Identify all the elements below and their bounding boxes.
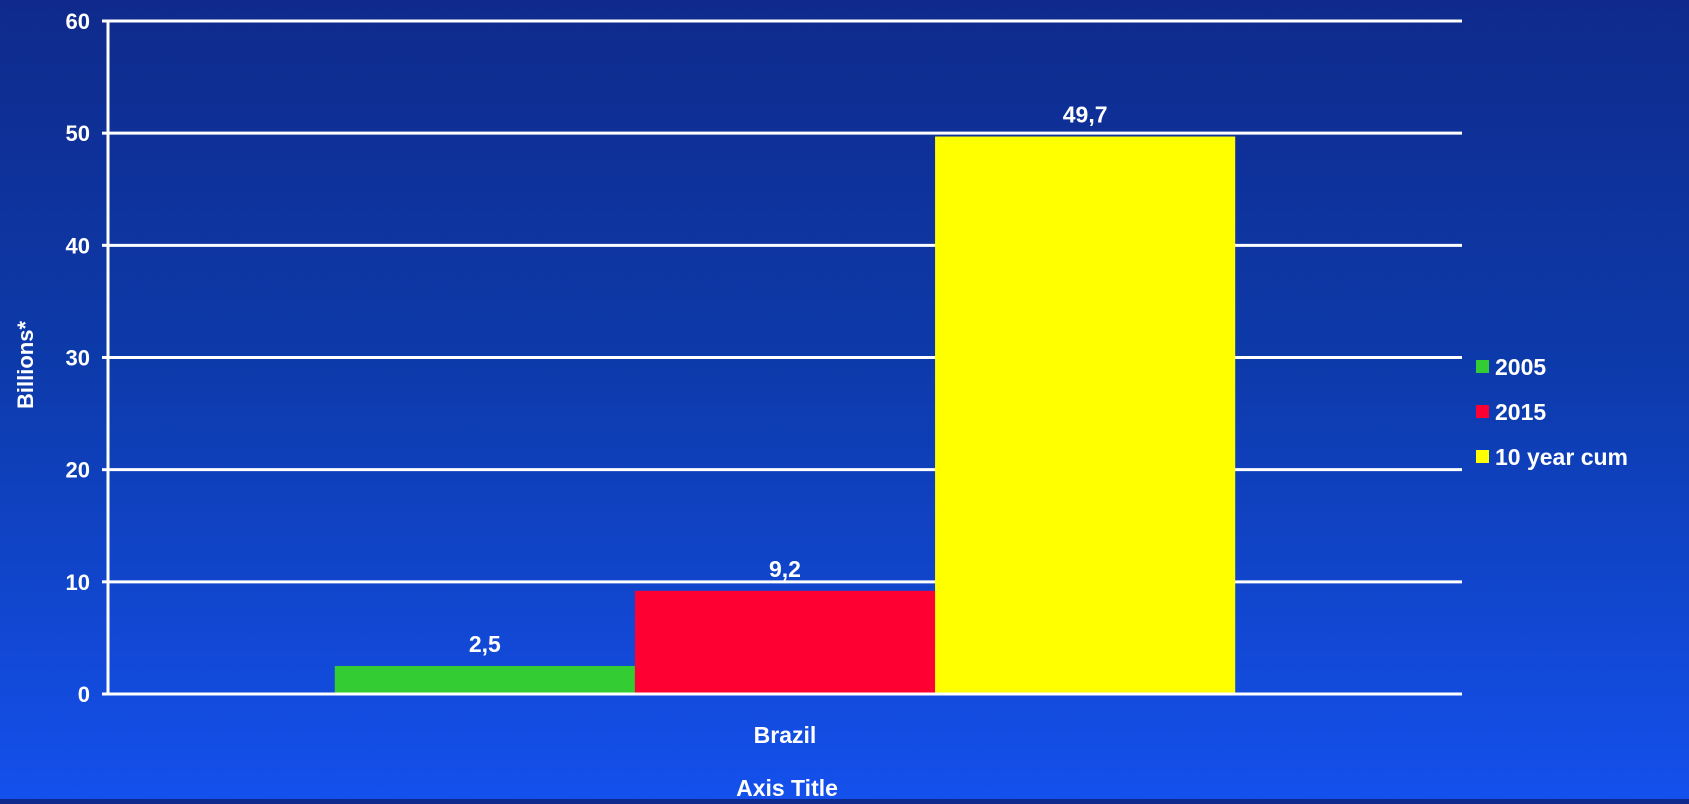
bars [334, 136, 1236, 694]
x-tick-label: Brazil [754, 722, 817, 748]
y-tick-label: 50 [66, 121, 90, 146]
y-tick-label: 0 [78, 682, 90, 707]
legend-swatch [1476, 360, 1489, 373]
legend-label: 2015 [1495, 399, 1546, 425]
y-tick-label: 30 [66, 346, 90, 371]
data-label: 2,5 [469, 631, 501, 657]
y-tick-label: 10 [66, 570, 90, 595]
x-axis: Brazil [108, 692, 1462, 748]
y-tick-label: 20 [66, 458, 90, 483]
bar [334, 665, 635, 694]
data-label: 49,7 [1063, 102, 1108, 128]
bar [634, 590, 936, 694]
legend-label: 2005 [1495, 354, 1546, 380]
legend-swatch [1476, 450, 1489, 463]
bar [935, 136, 1236, 694]
legend-swatch [1476, 405, 1489, 418]
data-labels: 2,5 9,2 49,7 [469, 102, 1108, 657]
y-tick-label: 60 [66, 9, 90, 34]
y-axis-title: Billions* [13, 321, 38, 409]
x-axis-title: Axis Title [736, 775, 838, 799]
data-label: 9,2 [769, 556, 801, 582]
legend-label: 10 year cum [1495, 444, 1628, 470]
y-axis: 0 10 20 30 40 50 60 [66, 9, 110, 707]
legend: 2005 2015 10 year cum [1476, 354, 1628, 470]
gridlines [108, 19, 1462, 696]
y-tick-label: 40 [66, 233, 90, 258]
